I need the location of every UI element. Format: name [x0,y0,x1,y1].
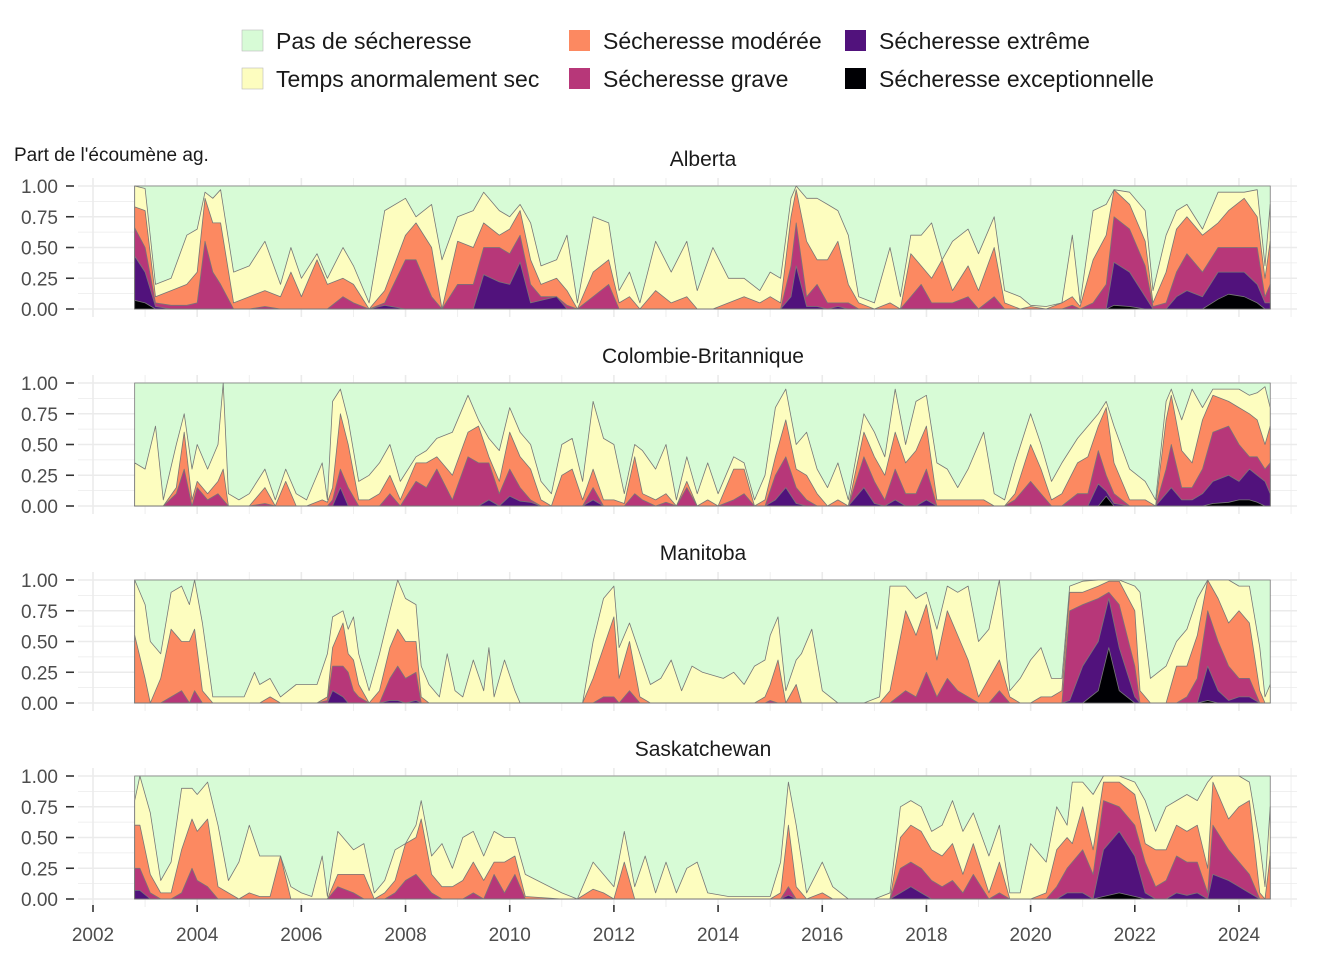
y-tick-label: 0.00 [21,497,58,518]
legend-swatch-d1 [569,30,590,51]
x-axis: 2002 2004 2006 2008 2010 2012 2014 2016 2018 2020… [72,905,1261,946]
y-tick-label: 0.75 [21,602,58,623]
y-tick-label: 0.00 [21,300,58,321]
y-tick-label: 0.50 [21,633,58,654]
x-tick-label: 2006 [280,925,322,946]
y-tick-label: 1.00 [21,767,58,788]
x-tick-label: 2018 [905,925,947,946]
y-tick-label: 0.75 [21,405,58,426]
x-tick-label: 2012 [593,925,635,946]
legend-label-d2: Sécheresse grave [603,66,788,92]
panels: Alberta0.000.250.500.751.00Colombie-Brit… [21,148,1297,911]
area-d4 [134,647,1271,704]
panel-title: Colombie-Britannique [602,345,804,368]
x-tick-label: 2016 [801,925,843,946]
x-tick-label: 2004 [176,925,219,946]
x-tick-label: 2020 [1009,925,1051,946]
y-tick-label: 0.50 [21,829,58,850]
y-tick-label: 0.50 [21,239,58,260]
y-tick-label: 0.00 [21,890,58,911]
area-d4 [134,293,1271,310]
y-tick-label: 0.25 [21,663,58,684]
panel-title: Alberta [670,148,737,171]
x-tick-label: 2010 [489,925,531,946]
legend-swatch-none [241,29,264,52]
y-tick-label: 0.00 [21,694,58,715]
x-tick-label: 2002 [72,925,114,946]
panel-title: Manitoba [660,542,747,565]
x-tick-label: 2014 [697,925,740,946]
y-axis-label: Part de l'écoumène ag. [14,145,209,166]
y-tick-label: 1.00 [21,571,58,592]
legend: Pas de sécheresse Temps anormalement sec S… [241,28,1154,92]
x-tick-label: 2022 [1114,925,1156,946]
legend-label-d4: Sécheresse exceptionnelle [879,66,1154,92]
legend-label-d0: Temps anormalement sec [276,66,539,92]
panel-alberta: Alberta 0.00 0.25 0.50 0.75 1.00 [21,148,1297,321]
legend-label-d1: Sécheresse modérée [603,28,822,54]
legend-swatch-d4 [845,68,866,89]
panel-title: Saskatchewan [635,738,772,761]
legend-label-none: Pas de sécheresse [276,28,472,54]
legend-swatch-d3 [845,30,866,51]
y-tick-label: 0.25 [21,466,58,487]
y-tick-label: 0.25 [21,269,58,290]
y-tick-label: 0.75 [21,798,58,819]
area-d4 [134,495,1271,507]
y-tick-label: 0.75 [21,208,58,229]
panel-saskatchewan: Saskatchewan 0.00 0.25 0.50 0.75 1.00 [21,738,1297,911]
panel-manitoba: Manitoba 0.00 0.25 0.50 0.75 1.00 [21,542,1297,715]
y-tick-label: 0.25 [21,859,58,880]
area-d4 [134,892,1271,900]
legend-label-d3: Sécheresse extrême [879,28,1090,54]
legend-swatch-d2 [569,68,590,89]
y-tick-label: 1.00 [21,177,58,198]
x-tick-label: 2008 [384,925,426,946]
panel-colombie-britannique: Colombie-Britannique 0.00 0.25 0.50 0.75 1.00 [21,345,1297,518]
y-tick-label: 0.50 [21,436,58,457]
y-tick-label: 1.00 [21,374,58,395]
legend-swatch-d0 [241,67,264,90]
x-tick-label: 2024 [1218,925,1261,946]
